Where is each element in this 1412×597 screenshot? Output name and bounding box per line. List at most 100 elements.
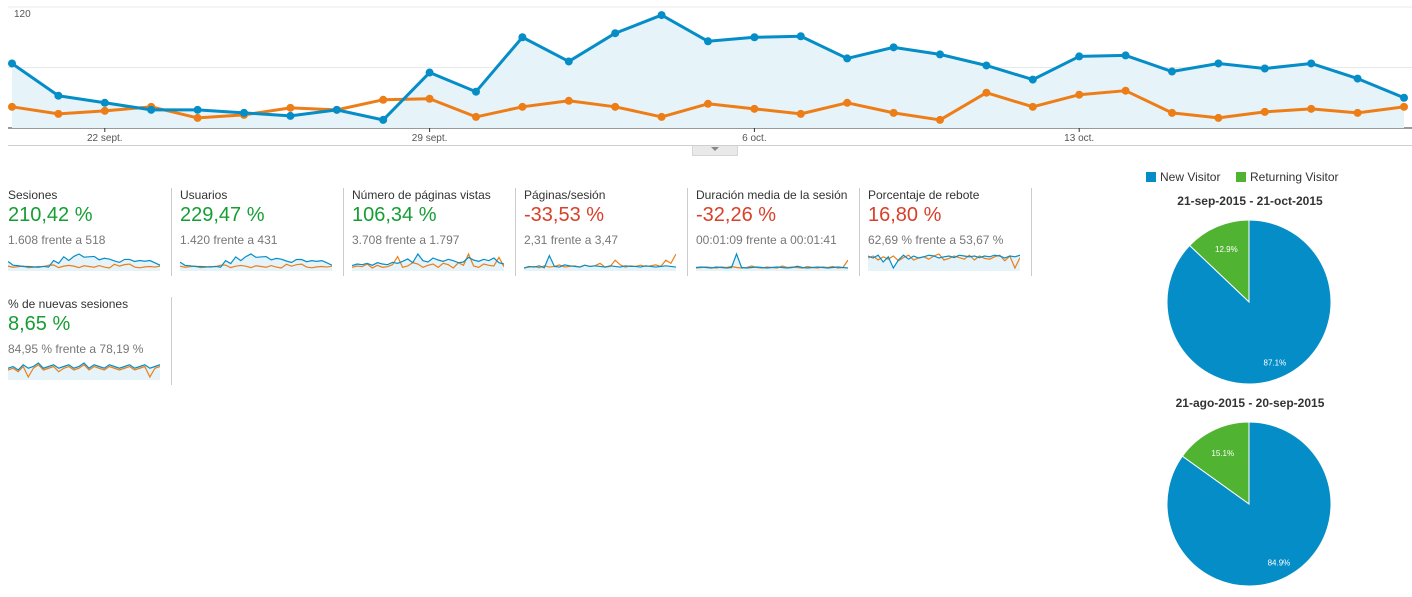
data-point[interactable] <box>704 99 712 108</box>
pie-slice[interactable] <box>1166 219 1332 385</box>
data-point[interactable] <box>240 108 248 117</box>
data-point[interactable] <box>889 43 898 52</box>
data-point[interactable] <box>147 105 156 114</box>
data-point[interactable] <box>750 104 759 113</box>
data-point[interactable] <box>100 98 109 107</box>
data-point[interactable] <box>796 32 805 41</box>
tile-separator <box>515 188 516 276</box>
data-point[interactable] <box>8 102 16 111</box>
data-point[interactable] <box>843 54 852 63</box>
data-point[interactable] <box>1075 52 1084 61</box>
metric-comparison: 1.420 frente a 431 <box>180 233 278 247</box>
data-point[interactable] <box>286 111 295 120</box>
data-point[interactable] <box>936 115 944 124</box>
sparkline-current <box>524 254 676 269</box>
data-point[interactable] <box>1168 108 1176 117</box>
pie-slice-label: 15.1% <box>1211 449 1234 458</box>
tile-separator <box>687 188 688 276</box>
data-point[interactable] <box>193 113 202 122</box>
data-point[interactable] <box>750 33 759 42</box>
data-point[interactable] <box>1353 108 1362 117</box>
metric-change: 106,34 % <box>352 204 437 226</box>
data-point[interactable] <box>1121 51 1130 60</box>
metric-name: Número de páginas vistas <box>352 188 491 202</box>
collapse-toggle-button[interactable] <box>692 146 738 156</box>
data-point[interactable] <box>982 61 991 70</box>
data-point[interactable] <box>286 103 295 112</box>
data-point[interactable] <box>1168 67 1176 76</box>
data-point[interactable] <box>657 112 666 121</box>
data-point[interactable] <box>472 112 480 121</box>
sparkline-previous <box>352 252 504 269</box>
metric-comparison: 00:01:09 frente a 00:01:41 <box>696 233 837 247</box>
sparkline-current <box>8 362 160 371</box>
data-point[interactable] <box>611 29 620 38</box>
sparkline-current <box>696 252 848 269</box>
data-point[interactable] <box>657 11 666 20</box>
pie-slice[interactable] <box>1188 219 1250 304</box>
tile-separator <box>171 297 172 385</box>
data-point[interactable] <box>704 37 712 46</box>
sparkline-current <box>8 253 160 268</box>
metric-tile[interactable]: Duración media de la sesión -32,26 % 00:01… <box>696 188 860 276</box>
data-point[interactable] <box>1260 64 1269 73</box>
metric-tile[interactable]: % de nuevas sesiones 8,65 % 84,95 % frente… <box>8 297 172 385</box>
tile-separator <box>343 188 344 276</box>
chart-divider <box>8 145 1412 146</box>
data-point[interactable] <box>472 87 480 96</box>
data-point[interactable] <box>1307 59 1316 68</box>
data-point[interactable] <box>611 102 620 111</box>
data-point[interactable] <box>1400 102 1408 111</box>
data-point[interactable] <box>425 68 434 77</box>
sessions-line-chart: 1206022 sept.29 sept.6 oct.13 oct. <box>8 6 1412 144</box>
data-point[interactable] <box>100 106 109 115</box>
chevron-down-icon <box>711 147 719 151</box>
data-point[interactable] <box>332 105 341 114</box>
data-point[interactable] <box>1214 59 1223 68</box>
pie-slice-label: 84.9% <box>1268 558 1291 567</box>
data-point[interactable] <box>796 109 805 118</box>
data-point[interactable] <box>379 115 388 124</box>
pie-slice[interactable] <box>1166 421 1332 587</box>
metric-tile[interactable]: Número de páginas vistas 106,34 % 3.708 fr… <box>352 188 516 276</box>
metric-change: 210,42 % <box>8 204 93 226</box>
data-point[interactable] <box>518 33 527 42</box>
data-point[interactable] <box>425 94 434 103</box>
data-point[interactable] <box>564 57 573 66</box>
data-point[interactable] <box>193 105 202 114</box>
legend-item-returning-visitor: Returning Visitor <box>1236 170 1339 184</box>
data-point[interactable] <box>982 88 991 97</box>
data-point[interactable] <box>8 59 16 68</box>
data-point[interactable] <box>518 102 527 111</box>
metric-comparison: 2,31 frente a 3,47 <box>524 233 619 247</box>
data-point[interactable] <box>1028 102 1037 111</box>
data-point[interactable] <box>1353 74 1362 83</box>
data-point[interactable] <box>936 50 944 59</box>
tile-separator <box>1031 188 1032 276</box>
metric-tile[interactable]: Usuarios 229,47 % 1.420 frente a 431 <box>180 188 344 276</box>
sparkline-previous <box>524 253 676 269</box>
data-point[interactable] <box>1260 107 1269 116</box>
sparkline <box>352 252 504 271</box>
data-point[interactable] <box>54 109 63 118</box>
pie-1-title: 21-sep-2015 - 21-oct-2015 <box>1177 194 1323 208</box>
metric-tile[interactable]: Páginas/sesión -33,53 % 2,31 frente a 3,47 <box>524 188 688 276</box>
data-point[interactable] <box>1121 86 1130 95</box>
data-point[interactable] <box>379 95 388 104</box>
data-point[interactable] <box>1214 113 1223 122</box>
metric-tile[interactable]: Sesiones 210,42 % 1.608 frente a 518 <box>8 188 172 276</box>
data-point[interactable] <box>1400 93 1408 102</box>
data-point[interactable] <box>564 96 573 105</box>
metric-tile[interactable]: Porcentaje de rebote 16,80 % 62,69 % frent… <box>868 188 1032 276</box>
data-point[interactable] <box>1307 104 1316 113</box>
data-point[interactable] <box>1075 90 1084 99</box>
data-point[interactable] <box>889 108 898 117</box>
metric-change: 229,47 % <box>180 204 265 226</box>
returning-visitor-swatch <box>1236 172 1246 182</box>
pie-slice[interactable] <box>1181 421 1250 505</box>
sparkline <box>8 362 160 380</box>
data-point[interactable] <box>843 98 852 107</box>
data-point[interactable] <box>54 91 63 100</box>
x-tick-label: 29 sept. <box>412 133 448 144</box>
data-point[interactable] <box>1028 75 1037 84</box>
